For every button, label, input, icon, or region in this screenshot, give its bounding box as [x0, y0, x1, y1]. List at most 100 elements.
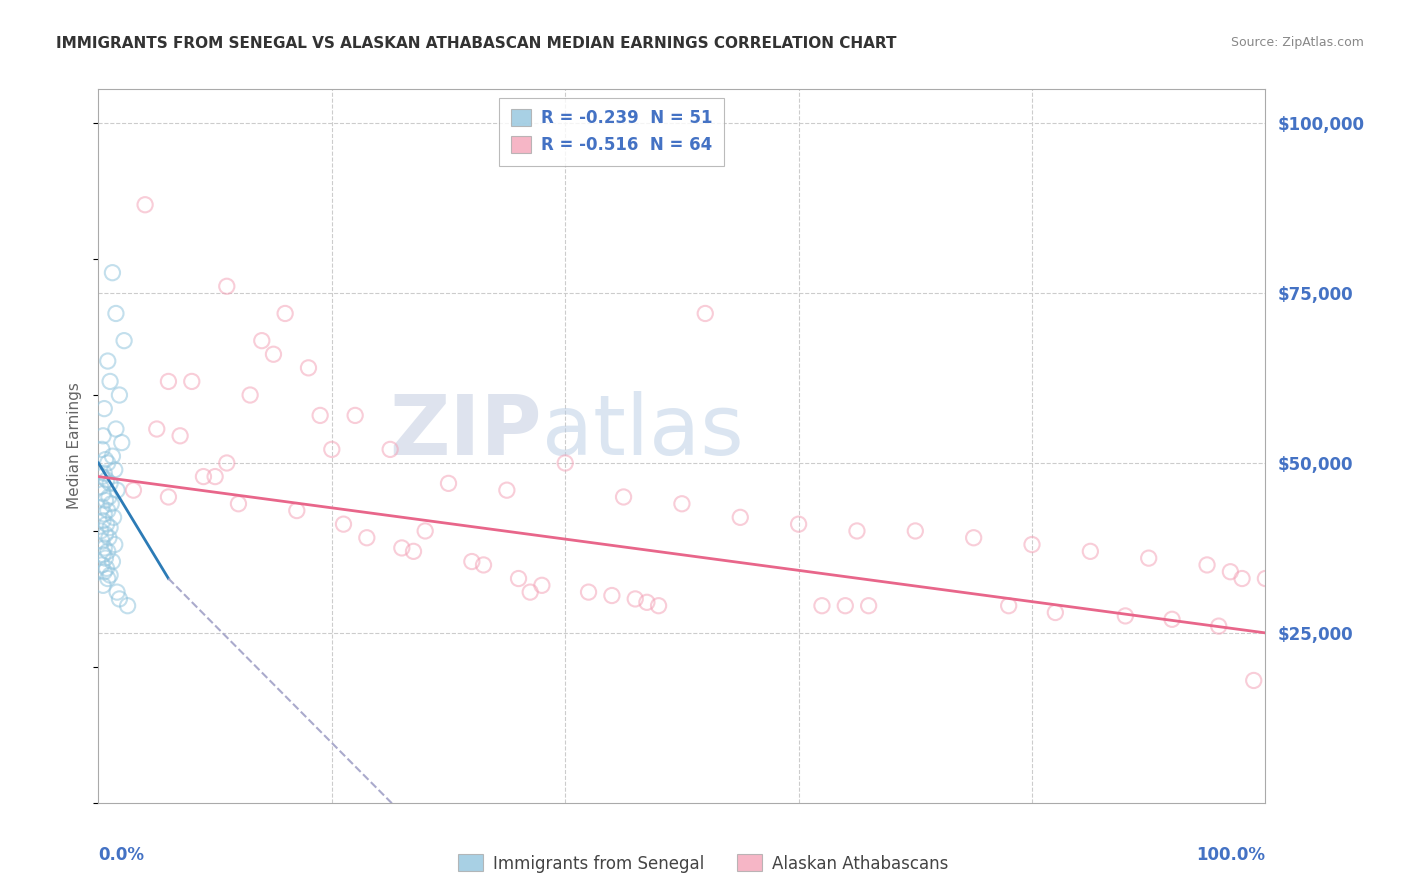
Point: [578, 585, 600, 599]
Point: [1197, 558, 1219, 572]
Point: [1080, 544, 1102, 558]
Point: [98, 375, 121, 389]
Point: [104, 422, 127, 436]
Point: [90, 500, 112, 515]
Point: [105, 483, 128, 498]
Point: [1243, 673, 1265, 688]
Point: [97, 531, 120, 545]
Point: [1114, 608, 1136, 623]
Point: [90, 469, 112, 483]
Point: [1045, 606, 1067, 620]
Point: [105, 585, 128, 599]
Point: [104, 463, 127, 477]
Point: [1137, 551, 1160, 566]
Point: [356, 531, 378, 545]
Point: [671, 497, 693, 511]
Point: [274, 306, 297, 320]
Point: [101, 266, 124, 280]
Point: [321, 442, 343, 457]
Point: [96, 517, 118, 532]
Point: [157, 375, 180, 389]
Point: [1161, 612, 1184, 626]
Point: [90, 524, 112, 538]
Point: [157, 490, 180, 504]
Point: [519, 585, 541, 599]
Text: 100.0%: 100.0%: [1197, 846, 1265, 863]
Point: [437, 476, 460, 491]
Point: [624, 591, 647, 606]
Point: [93, 466, 115, 480]
Point: [262, 347, 284, 361]
Text: Source: ZipAtlas.com: Source: ZipAtlas.com: [1230, 36, 1364, 49]
Point: [91, 578, 114, 592]
Point: [90, 480, 112, 494]
Point: [380, 442, 402, 457]
Point: [91, 514, 114, 528]
Point: [97, 456, 120, 470]
Point: [97, 544, 120, 558]
Point: [98, 520, 121, 534]
Point: [93, 507, 115, 521]
Y-axis label: Median Earnings: Median Earnings: [67, 383, 83, 509]
Point: [787, 517, 810, 532]
Point: [100, 497, 122, 511]
Point: [811, 599, 834, 613]
Point: [104, 537, 127, 551]
Point: [1021, 537, 1043, 551]
Point: [94, 452, 117, 467]
Point: [636, 595, 658, 609]
Point: [215, 456, 238, 470]
Point: [1219, 565, 1241, 579]
Point: [93, 565, 115, 579]
Point: [730, 510, 752, 524]
Point: [91, 486, 114, 500]
Point: [101, 555, 124, 569]
Point: [344, 409, 367, 423]
Point: [285, 503, 308, 517]
Point: [94, 493, 117, 508]
Point: [94, 527, 117, 541]
Point: [91, 429, 114, 443]
Point: [93, 541, 115, 555]
Point: [193, 469, 215, 483]
Point: [904, 524, 927, 538]
Point: [1208, 619, 1230, 633]
Point: [98, 476, 121, 491]
Point: [834, 599, 856, 613]
Point: [101, 449, 124, 463]
Point: [215, 279, 238, 293]
Point: [402, 544, 425, 558]
Point: [103, 510, 125, 524]
Point: [413, 524, 436, 538]
Point: [146, 422, 169, 436]
Point: [97, 572, 120, 586]
Point: [496, 483, 519, 498]
Point: [554, 456, 576, 470]
Text: IMMIGRANTS FROM SENEGAL VS ALASKAN ATHABASCAN MEDIAN EARNINGS CORRELATION CHART: IMMIGRANTS FROM SENEGAL VS ALASKAN ATHAB…: [56, 36, 897, 51]
Point: [239, 388, 262, 402]
Point: [297, 360, 319, 375]
Point: [169, 429, 191, 443]
Point: [111, 435, 134, 450]
Point: [309, 409, 332, 423]
Point: [180, 375, 202, 389]
Point: [647, 599, 669, 613]
Point: [97, 503, 120, 517]
Point: [461, 555, 484, 569]
Point: [117, 599, 139, 613]
Point: [112, 334, 135, 348]
Point: [134, 198, 156, 212]
Legend: Immigrants from Senegal, Alaskan Athabascans: Immigrants from Senegal, Alaskan Athabas…: [451, 847, 955, 880]
Point: [612, 490, 634, 504]
Point: [530, 578, 553, 592]
Point: [122, 483, 145, 498]
Point: [97, 354, 120, 368]
Point: [846, 524, 869, 538]
Point: [391, 541, 413, 555]
Point: [472, 558, 495, 572]
Point: [695, 306, 717, 320]
Point: [997, 599, 1019, 613]
Point: [962, 531, 984, 545]
Point: [108, 388, 131, 402]
Point: [90, 558, 112, 572]
